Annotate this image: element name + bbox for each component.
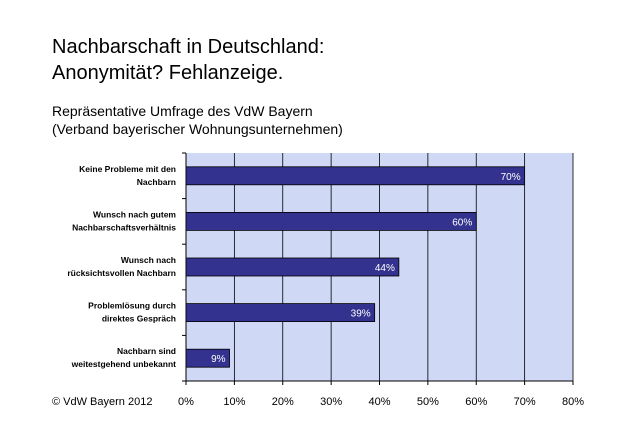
- category-label: Problemlösung durch: [88, 301, 176, 311]
- x-tick-label: 70%: [514, 396, 536, 408]
- x-tick-label: 60%: [465, 396, 487, 408]
- x-tick-label: 80%: [562, 396, 584, 408]
- x-tick-label: 20%: [272, 396, 294, 408]
- bar: [185, 211, 477, 231]
- bar: [185, 257, 400, 277]
- title-line-2: Anonymität? Fehlanzeige.: [52, 62, 284, 84]
- x-tick-label: 50%: [417, 396, 439, 408]
- subtitle-line-1: Repräsentative Umfrage des VdW Bayern: [52, 103, 313, 119]
- bar: [185, 348, 230, 368]
- title-line-1: Nachbarschaft in Deutschland:: [52, 36, 325, 58]
- copyright-note: © VdW Bayern 2012: [52, 396, 153, 408]
- chart-subtitle: Repräsentative Umfrage des VdW Bayern (V…: [52, 102, 343, 138]
- x-tick-label: 30%: [320, 396, 342, 408]
- category-label: Keine Probleme mit den: [79, 164, 176, 174]
- bar: [185, 303, 376, 323]
- category-label: rücksichtsvollen Nachbarn: [67, 268, 176, 278]
- category-label: Wunsch nach: [121, 255, 176, 265]
- category-label: Nachbarschaftsverhältnis: [72, 222, 176, 232]
- subtitle-line-2: (Verband bayerischer Wohnungsunternehmen…: [52, 121, 343, 137]
- category-label: direktes Gespräch: [102, 314, 176, 324]
- chart-title: Nachbarschaft in Deutschland: Anonymität…: [52, 34, 324, 86]
- bar-value-label: 60%: [452, 217, 472, 228]
- bar-value-label: 70%: [501, 172, 521, 183]
- category-label: weitestgehend unbekannt: [71, 359, 177, 369]
- bar-value-label: 39%: [351, 309, 371, 320]
- category-label: Nachbarn: [137, 177, 176, 187]
- bar-value-label: 44%: [375, 263, 395, 274]
- bar-value-label: 9%: [211, 354, 226, 365]
- bar: [185, 166, 526, 186]
- x-tick-label: 40%: [368, 396, 390, 408]
- x-tick-label: 10%: [223, 396, 245, 408]
- category-label: Nachbarn sind: [117, 346, 176, 356]
- category-label: Wunsch nach gutem: [93, 209, 176, 219]
- x-tick-label: 0%: [178, 396, 194, 408]
